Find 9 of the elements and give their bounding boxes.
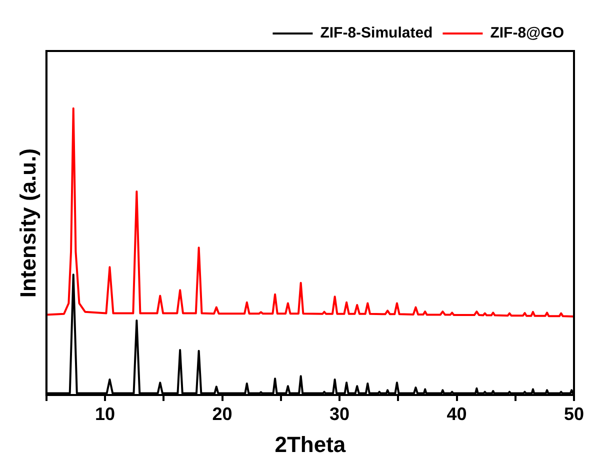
y-axis-title: Intensity (a.u.) — [15, 148, 40, 298]
x-tick-label: 20 — [212, 404, 232, 424]
x-tick-label: 40 — [446, 404, 467, 424]
x-tick-label: 30 — [329, 404, 350, 424]
x-axis-title: 2Theta — [274, 432, 346, 457]
legend-label: ZIF-8-Simulated — [320, 24, 433, 42]
legend-label: ZIF-8@GO — [490, 24, 564, 42]
x-tick-label: 10 — [95, 404, 116, 424]
x-tick-label: 50 — [564, 404, 584, 424]
